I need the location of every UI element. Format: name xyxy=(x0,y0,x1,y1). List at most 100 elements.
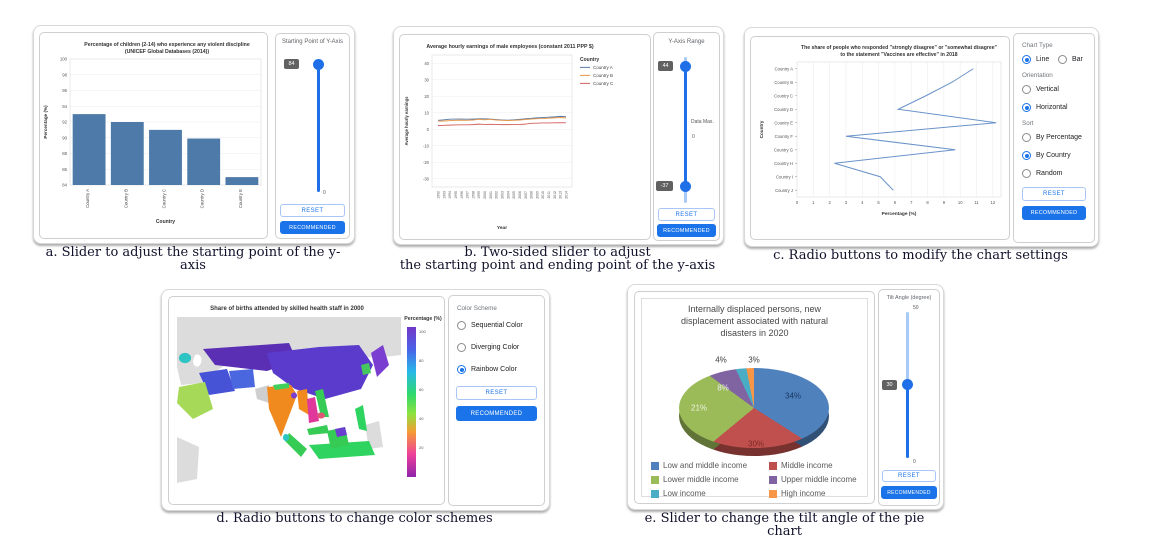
svg-text:20: 20 xyxy=(419,445,424,450)
svg-text:Country E: Country E xyxy=(774,120,793,125)
range-bottom-handle[interactable] xyxy=(680,181,691,192)
radio-icon xyxy=(1022,169,1031,178)
radio-vertical[interactable]: Vertical xyxy=(1022,85,1059,94)
radio-icon xyxy=(1022,133,1031,142)
pie-chart-card: Internally displaced persons, new displa… xyxy=(634,291,875,504)
svg-text:Country B: Country B xyxy=(774,80,793,85)
range-slider-title: Y-Axis Range xyxy=(668,39,705,45)
svg-text:7: 7 xyxy=(910,200,913,205)
radio-icon xyxy=(457,343,466,352)
radio-horizontal[interactable]: Horizontal xyxy=(1022,103,1068,112)
group-label-sort: Sort xyxy=(1022,120,1034,127)
panel-b: Average hourly earnings of male employee… xyxy=(393,26,724,245)
radio-rainbow-color[interactable]: Rainbow Color xyxy=(457,365,517,374)
svg-text:20: 20 xyxy=(424,94,429,99)
line-chart: Average hourly earnings of male employee… xyxy=(404,44,614,231)
svg-text:-10: -10 xyxy=(423,143,430,148)
legend-swatch xyxy=(651,461,659,470)
svg-text:Country B: Country B xyxy=(593,73,613,78)
svg-text:Share of births attended by sk: Share of births attended by skilled heal… xyxy=(210,306,364,312)
tilt-handle[interactable] xyxy=(902,379,913,390)
radio-icon xyxy=(1022,85,1031,94)
svg-text:10: 10 xyxy=(958,200,963,205)
svg-text:Country J: Country J xyxy=(775,188,793,193)
caption-e: e. Slider to change the tilt angle of th… xyxy=(644,511,925,539)
svg-text:Country G: Country G xyxy=(774,147,793,152)
svg-text:Average hourly earnings: Average hourly earnings xyxy=(404,96,409,146)
radio-icon xyxy=(1022,151,1031,160)
svg-text:40: 40 xyxy=(419,416,424,421)
svg-text:84: 84 xyxy=(62,183,67,188)
svg-text:-20: -20 xyxy=(423,160,430,165)
panel-d: Share of births attended by skilled heal… xyxy=(161,289,550,511)
radio-line[interactable]: Line xyxy=(1022,55,1049,64)
panel-c-controls: Chart Type Line Bar Orientation Vertical… xyxy=(1013,33,1095,243)
svg-text:1999: 1999 xyxy=(477,191,481,199)
reset-button[interactable]: RESET xyxy=(456,386,537,400)
recommended-button[interactable]: RECOMMENDED xyxy=(1022,206,1086,220)
pie-chart: 34% 30% 21% 8% 4% 3% xyxy=(659,350,849,462)
legend-swatch xyxy=(651,489,659,498)
pie-legend: Low and middle income Middle income Lower … xyxy=(651,461,865,498)
svg-text:2005: 2005 xyxy=(512,191,516,199)
svg-text:1992: 1992 xyxy=(437,191,441,199)
svg-text:Percentage (%): Percentage (%) xyxy=(404,316,442,322)
range-selected-track[interactable] xyxy=(684,66,687,187)
panel-b-controls: Y-Axis Range 44 -37 Data Max. 0 RESET RE… xyxy=(653,32,720,241)
bars-group xyxy=(72,114,259,185)
svg-text:8: 8 xyxy=(926,200,929,205)
line-chart-card: Average hourly earnings of male employee… xyxy=(399,34,651,240)
recommended-button[interactable]: RECOMMENDED xyxy=(657,224,716,237)
radio-label: By Country xyxy=(1036,152,1071,159)
svg-text:12: 12 xyxy=(991,200,996,205)
colorbar xyxy=(407,327,416,477)
radio-icon xyxy=(1022,103,1031,112)
radio-label: Random xyxy=(1036,170,1063,177)
slider-handle[interactable] xyxy=(313,59,324,70)
reset-button[interactable]: RESET xyxy=(280,204,345,217)
radio-sequential-color[interactable]: Sequential Color xyxy=(457,321,523,330)
svg-text:94: 94 xyxy=(62,104,67,109)
radio-by-country[interactable]: By Country xyxy=(1022,151,1071,160)
svg-text:88: 88 xyxy=(62,151,67,156)
svg-text:9: 9 xyxy=(943,200,946,205)
slider-min-label: 0 xyxy=(323,190,326,196)
line-series xyxy=(437,122,567,127)
radio-diverging-color[interactable]: Diverging Color xyxy=(457,343,519,352)
reset-button[interactable]: RESET xyxy=(658,208,715,221)
svg-text:0: 0 xyxy=(427,127,430,132)
radio-icon xyxy=(457,365,466,374)
svg-text:2014: 2014 xyxy=(565,191,569,199)
data-max-value: 0 xyxy=(692,134,695,140)
slider-min-label: 0 xyxy=(913,459,916,465)
svg-text:Country I: Country I xyxy=(776,174,793,179)
radio-random[interactable]: Random xyxy=(1022,169,1062,178)
radio-bar[interactable]: Bar xyxy=(1058,55,1083,64)
recommended-button[interactable]: RECOMMENDED xyxy=(280,221,345,234)
pie-chart-title: Internally displaced persons, new displa… xyxy=(680,304,829,338)
recommended-button[interactable]: RECOMMENDED xyxy=(456,406,537,421)
svg-text:Percentage (%): Percentage (%) xyxy=(43,105,48,139)
pie-surface[interactable] xyxy=(679,368,829,448)
svg-text:4: 4 xyxy=(861,200,864,205)
tilt-track-filled[interactable] xyxy=(906,385,909,458)
svg-text:1993: 1993 xyxy=(442,191,446,199)
reset-button[interactable]: RESET xyxy=(882,470,936,482)
svg-text:3: 3 xyxy=(845,200,848,205)
legend-item: High income xyxy=(769,489,865,498)
slider-track[interactable] xyxy=(317,64,320,192)
svg-text:Country: Country xyxy=(156,219,175,225)
svg-text:90: 90 xyxy=(62,135,67,140)
recommended-button[interactable]: RECOMMENDED xyxy=(881,486,937,499)
reset-button[interactable]: RESET xyxy=(1022,187,1086,201)
radio-label: Bar xyxy=(1072,56,1083,63)
range-top-handle[interactable] xyxy=(680,61,691,72)
svg-text:Country C: Country C xyxy=(162,189,167,208)
line-series xyxy=(834,68,997,191)
svg-text:2006: 2006 xyxy=(518,191,522,199)
svg-text:Country A: Country A xyxy=(593,65,613,70)
svg-text:2009: 2009 xyxy=(535,191,539,199)
legend-item: Middle income xyxy=(769,461,865,470)
radio-by-percentage[interactable]: By Percentage xyxy=(1022,133,1082,142)
